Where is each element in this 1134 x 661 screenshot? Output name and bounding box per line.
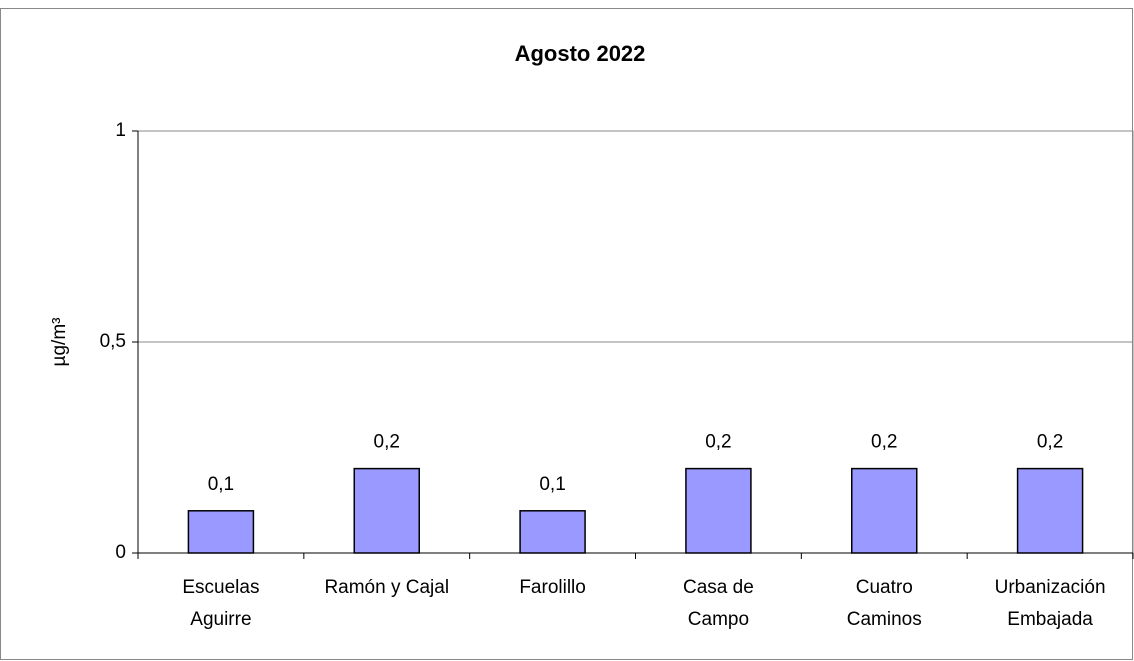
bar	[685, 467, 752, 554]
x-tick-label: Escuelas Aguirre	[182, 577, 259, 630]
x-tick-label-line: Casa de	[683, 577, 754, 598]
x-tick-label-line: Campo	[688, 609, 749, 630]
y-tick-label: 1	[115, 120, 126, 141]
chart-border	[0, 8, 1133, 660]
x-tick-label-line: Embajada	[1007, 609, 1093, 630]
x-tick-label: Urbanización Embajada	[995, 577, 1106, 630]
x-tick-label-line: Caminos	[847, 609, 922, 630]
y-axis-label: µg/m³	[49, 318, 70, 367]
bar	[851, 467, 918, 554]
bar	[187, 510, 255, 554]
x-tick-label: Ramón y Cajal	[324, 577, 449, 598]
x-tick-label: Casa de Campo	[683, 577, 754, 630]
data-label: 0,2	[705, 432, 731, 453]
chart-title: Agosto 2022	[515, 41, 646, 66]
data-label: 0,2	[374, 432, 400, 453]
data-label: 0,1	[539, 474, 565, 495]
y-tick-label: 0	[115, 542, 126, 563]
bar	[353, 467, 420, 554]
y-tick-label: 0,5	[100, 331, 126, 352]
data-label: 0,1	[208, 474, 234, 495]
x-tick-label: Cuatro Caminos	[847, 577, 922, 630]
data-label: 0,2	[1037, 432, 1063, 453]
bar	[1016, 467, 1084, 554]
data-label: 0,2	[871, 432, 897, 453]
x-tick-label-line: Aguirre	[190, 609, 251, 630]
x-tick-label-line: Escuelas	[182, 577, 259, 598]
x-tick-label-line: Cuatro	[856, 577, 913, 598]
x-tick-label: Farolillo	[519, 577, 586, 598]
x-tick-label-line: Farolillo	[519, 577, 586, 598]
bar	[519, 510, 586, 554]
x-tick-label-line: Ramón y Cajal	[324, 577, 449, 598]
x-tick-label-line: Urbanización	[995, 577, 1106, 598]
